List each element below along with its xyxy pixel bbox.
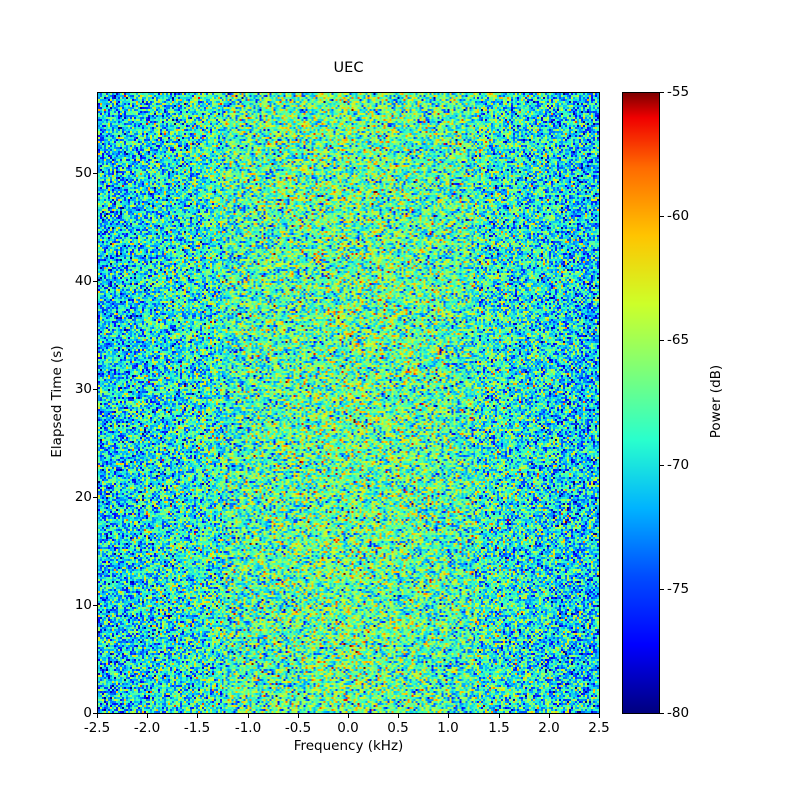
title-line-station: UEC (333, 59, 364, 76)
x-axis-label: Frequency (kHz) (293, 738, 404, 754)
colorbar-tick-label: -75 (667, 581, 690, 597)
colorbar-tick-label: -55 (667, 84, 690, 100)
x-tick-label: 2.5 (588, 720, 610, 736)
colorbar-tick-mark (660, 340, 664, 341)
y-tick-label: 30 (74, 381, 92, 397)
x-tick-label: -0.5 (284, 720, 312, 736)
x-tick-mark (197, 714, 198, 718)
colorbar-tick-label: -60 (667, 208, 690, 224)
y-tick-label: 40 (74, 273, 92, 289)
x-tick-mark (298, 714, 299, 718)
x-tick-label: 1.0 (437, 720, 459, 736)
x-tick-label: -1.0 (234, 720, 262, 736)
spectrogram-plot-area[interactable] (97, 92, 600, 714)
x-tick-mark (147, 714, 148, 718)
x-tick-mark (248, 714, 249, 718)
x-tick-mark (448, 714, 449, 718)
x-tick-label: 0.5 (387, 720, 409, 736)
y-tick-mark (93, 713, 97, 714)
x-tick-mark (599, 714, 600, 718)
y-tick-mark (93, 389, 97, 390)
x-tick-label: -1.5 (183, 720, 211, 736)
colorbar-tick-mark (660, 92, 664, 93)
x-tick-mark (398, 714, 399, 718)
x-tick-label: 0.0 (337, 720, 359, 736)
colorbar-tick-label: -70 (667, 457, 690, 473)
colorbar-label: Power (dB) (708, 364, 724, 439)
y-tick-label: 20 (74, 489, 92, 505)
spectrogram-image (98, 93, 599, 713)
y-tick-label: 0 (83, 705, 92, 721)
x-tick-label: -2.5 (83, 720, 111, 736)
y-tick-label: 50 (74, 165, 92, 181)
x-tick-label: 1.5 (488, 720, 510, 736)
colorbar-tick-mark (660, 465, 664, 466)
y-tick-mark (93, 281, 97, 282)
x-tick-mark (499, 714, 500, 718)
y-tick-mark (93, 497, 97, 498)
x-tick-mark (348, 714, 349, 718)
colorbar-tick-mark (660, 589, 664, 590)
x-tick-mark (97, 714, 98, 718)
y-axis-label: Elapsed Time (s) (49, 345, 65, 458)
y-tick-mark (93, 605, 97, 606)
colorbar-tick-label: -65 (667, 332, 690, 348)
colorbar[interactable] (622, 92, 660, 714)
colorbar-tick-mark (660, 216, 664, 217)
colorbar-tick-label: -80 (667, 705, 690, 721)
x-tick-label: 2.0 (538, 720, 560, 736)
x-tick-label: -2.0 (133, 720, 161, 736)
colorbar-gradient (623, 93, 659, 713)
colorbar-tick-mark (660, 713, 664, 714)
y-tick-mark (93, 173, 97, 174)
x-tick-mark (549, 714, 550, 718)
y-tick-label: 10 (74, 597, 92, 613)
